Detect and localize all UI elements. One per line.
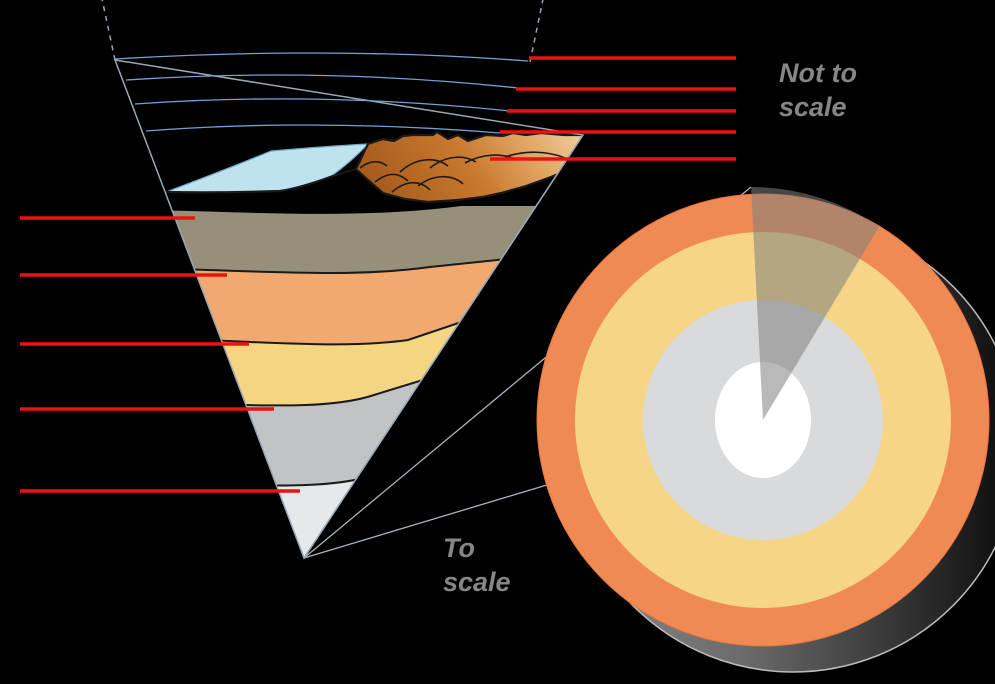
svg-text:To: To xyxy=(443,533,475,563)
svg-text:Not to: Not to xyxy=(779,58,857,88)
svg-text:scale: scale xyxy=(779,92,847,122)
svg-text:scale: scale xyxy=(443,567,511,597)
